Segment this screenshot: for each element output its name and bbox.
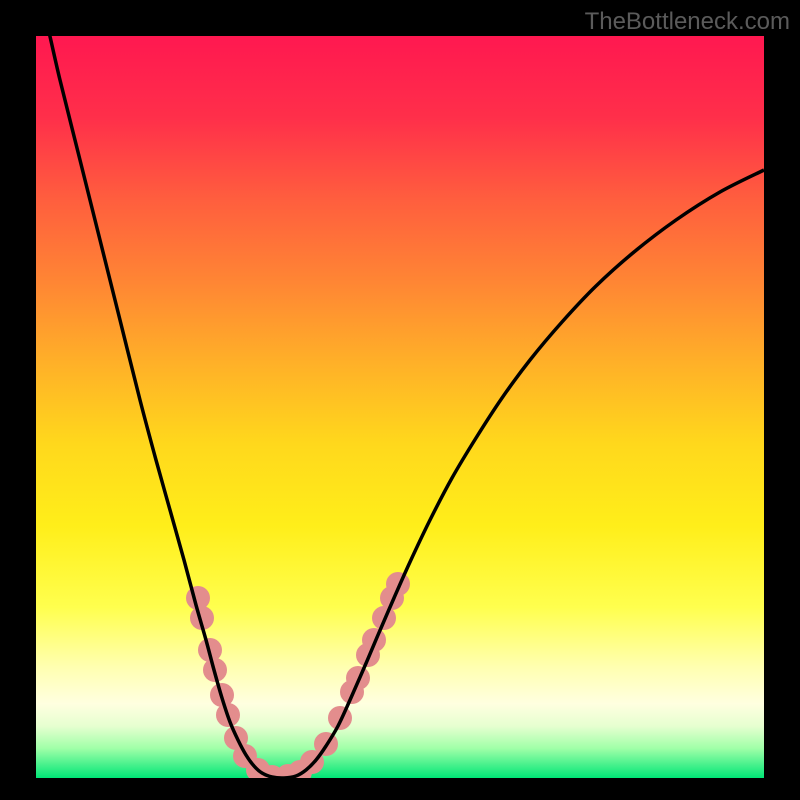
chart-overlay (36, 36, 764, 778)
bottleneck-curve (36, 36, 764, 778)
watermark-text: TheBottleneck.com (585, 8, 790, 36)
data-markers (186, 572, 410, 778)
figure-frame: TheBottleneck.com (0, 0, 800, 800)
plot-area (36, 36, 764, 778)
